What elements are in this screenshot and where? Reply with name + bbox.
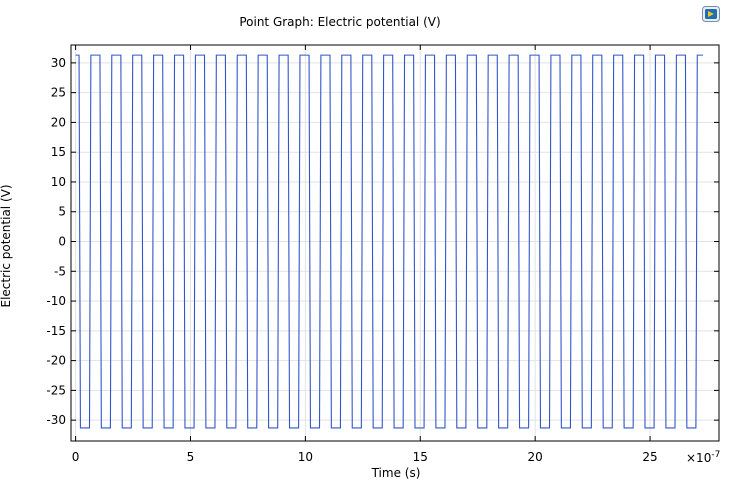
y-tick-label: 0 [58, 235, 66, 249]
x-scale-factor: ×10-7 [686, 450, 720, 465]
x-scale-base: ×10 [686, 451, 711, 465]
series-line [75, 54, 703, 429]
y-tick-label: -5 [54, 264, 66, 278]
x-tick-label: 0 [72, 450, 80, 464]
y-tick-label: -20 [46, 354, 66, 368]
x-tick-label: 10 [298, 450, 313, 464]
x-tick-label: 25 [642, 450, 657, 464]
y-tick-label: -10 [46, 294, 66, 308]
y-tick-label: -25 [46, 383, 66, 397]
y-tick-label: -30 [46, 413, 66, 427]
x-tick-label: 15 [413, 450, 428, 464]
y-tick-label: 20 [51, 115, 66, 129]
x-tick-label: 20 [528, 450, 543, 464]
y-tick-label: 5 [58, 205, 66, 219]
y-tick-label: 30 [51, 56, 66, 70]
y-tick-label: -15 [46, 324, 66, 338]
chart-title: Point Graph: Electric potential (V) [239, 15, 440, 29]
x-axis-label: Time (s) [371, 466, 421, 480]
y-tick-label: 15 [51, 145, 66, 159]
y-tick-label: 25 [51, 86, 66, 100]
app-logo-icon [702, 6, 720, 22]
plot-frame [70, 44, 720, 442]
grid [71, 45, 719, 441]
y-tick-label: 10 [51, 175, 66, 189]
x-scale-exponent: -7 [711, 450, 720, 460]
x-axis-ticks: 0 5 10 15 20 25 [72, 45, 658, 464]
x-tick-label: 5 [187, 450, 195, 464]
y-axis-label: Electric potential (V) [0, 184, 13, 307]
y-axis-ticks: 30 25 20 15 10 5 0 -5 -10 -15 -20 -25 -30 [46, 56, 719, 427]
